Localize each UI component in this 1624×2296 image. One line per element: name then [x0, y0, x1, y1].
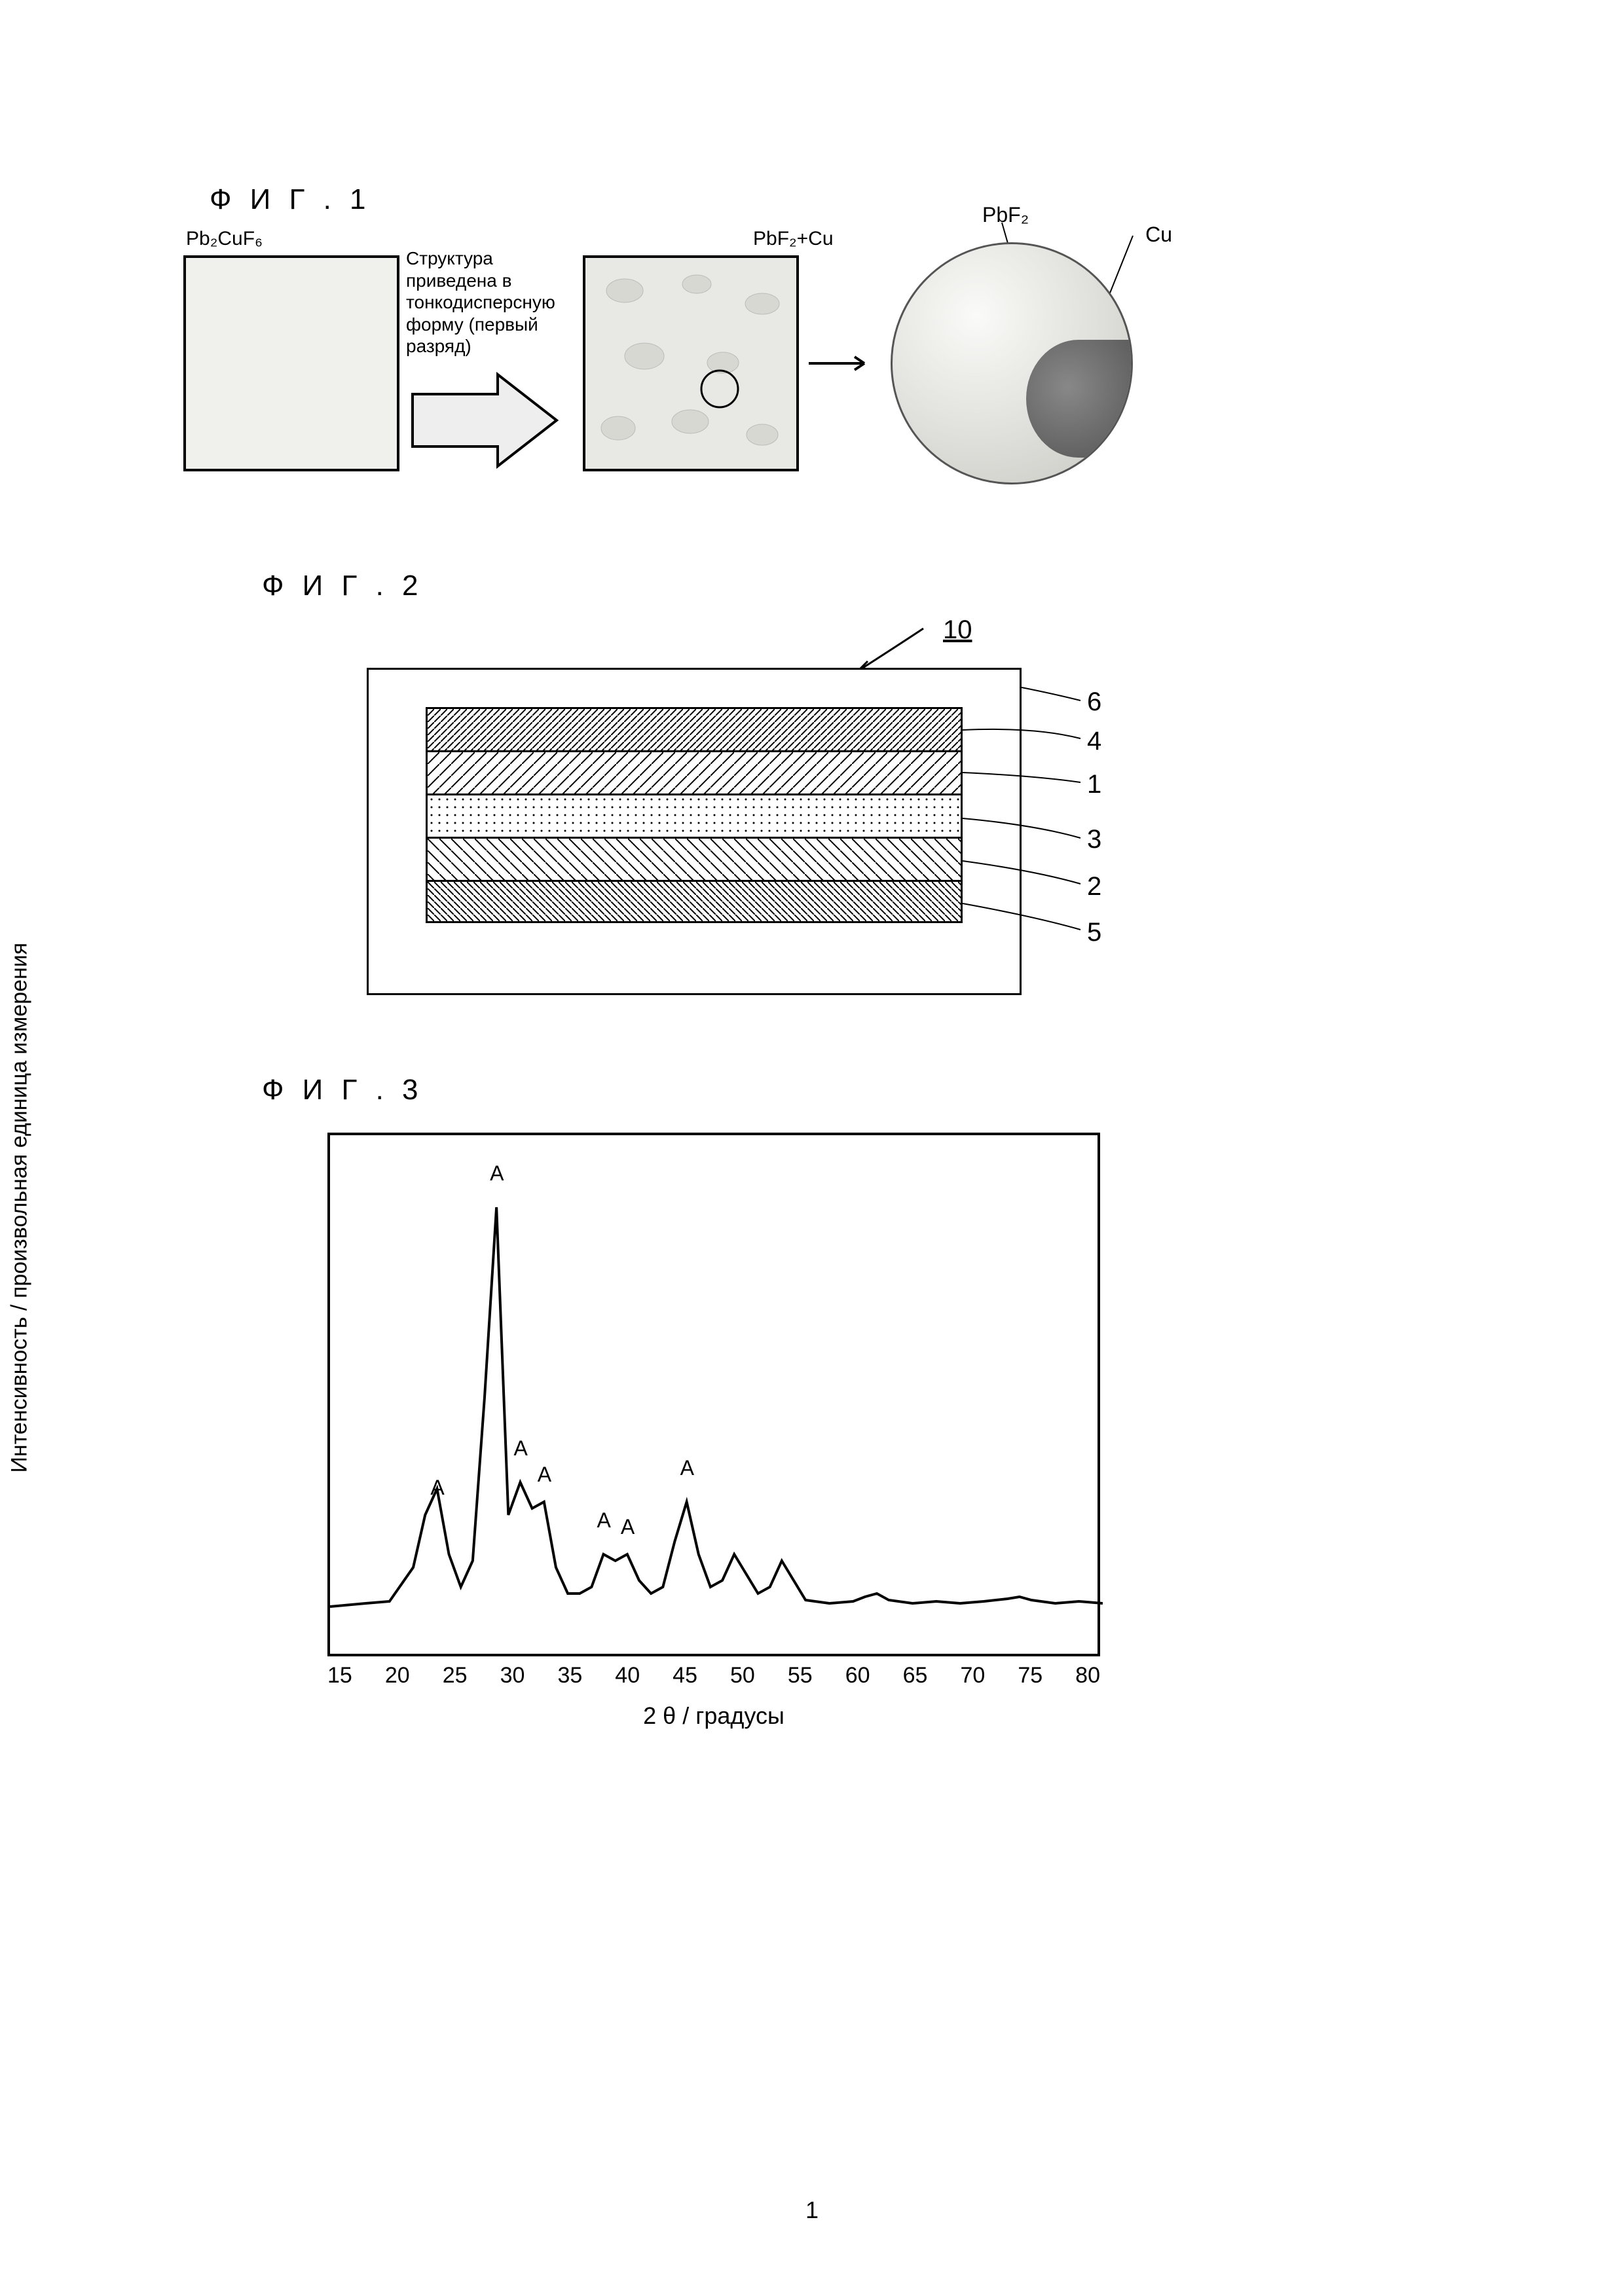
fig3-xtick: 70: [960, 1663, 985, 1688]
fig2-layer-label-1: 1: [1087, 770, 1101, 799]
fig1-row: Pb₂CuF₆ Структура приведена в тонкодиспе…: [183, 242, 1441, 484]
fig3-xtick: 45: [673, 1663, 697, 1688]
fig3-wrap: Интенсивность / произвольная единица изм…: [262, 1133, 1179, 1787]
fig2-diagram: 10 6 4 1 3 2 5: [367, 629, 1153, 995]
figure-2: Ф И Г . 2 10 6 4 1 3 2 5: [236, 570, 1441, 995]
fig3-peak-label: A: [538, 1463, 551, 1487]
fig3-peak-label: A: [680, 1456, 694, 1480]
fig3-xlabel: 2 θ / градусы: [327, 1702, 1100, 1730]
fig3-xtick: 50: [730, 1663, 755, 1688]
fig3-label: Ф И Г . 3: [262, 1074, 1441, 1106]
fig3-xtick: 55: [788, 1663, 813, 1688]
fig1-right-compound: PbF₂+Cu: [753, 228, 834, 250]
fig3-peak-label: A: [490, 1161, 504, 1186]
fig2-layer-5: [426, 880, 963, 923]
fig1-left-compound: Pb₂CuF₆: [186, 228, 263, 250]
fig2-layer-label-4: 4: [1087, 727, 1101, 756]
detail-arrow-icon: [805, 350, 884, 376]
fig2-layer-3: [426, 793, 963, 837]
fig2-layer-2: [426, 750, 963, 793]
fig3-peak-label: A: [430, 1476, 444, 1500]
fig1-sphere-wrap: PbF₂ Cu: [891, 242, 1133, 484]
fig3-xtick: 40: [615, 1663, 640, 1688]
fig3-xtick: 20: [385, 1663, 410, 1688]
fig3-xtick: 60: [845, 1663, 870, 1688]
fig3-xtick: 35: [557, 1663, 582, 1688]
fig1-label: Ф И Г . 1: [210, 183, 1441, 216]
fig2-layer-label-5: 5: [1087, 918, 1101, 947]
fig1-right-block: PbF₂+Cu: [583, 255, 799, 471]
fig1-arrow-col: Структура приведена в тонкодисперсную фо…: [406, 247, 576, 479]
figure-3: Ф И Г . 3 Интенсивность / произвольная е…: [236, 1074, 1441, 1787]
fig2-layer-label-2: 2: [1087, 872, 1101, 902]
fig2-layer-stack: [426, 707, 963, 923]
fig3-xtick: 30: [500, 1663, 525, 1688]
fig3-xtick: 15: [327, 1663, 352, 1688]
fig3-ylabel: Интенсивность / произвольная единица изм…: [7, 1015, 33, 1473]
fig2-layer-label-3: 3: [1087, 825, 1101, 854]
fig3-xtick: 75: [1018, 1663, 1043, 1688]
page-number: 1: [805, 2196, 819, 2224]
fig1-left-block: Pb₂CuF₆: [183, 255, 399, 471]
fig1-sphere-cu-region: [1026, 340, 1131, 458]
fig1-left-square: [183, 255, 399, 471]
fig3-peak-label: A: [597, 1508, 611, 1533]
fig2-layer-1: [426, 707, 963, 750]
right-arrow-icon: [406, 361, 563, 479]
fig2-layer-4: [426, 837, 963, 880]
page: Ф И Г . 1 Pb₂CuF₆ Структура приведена в …: [183, 183, 1441, 1787]
fig1-blobs: [585, 258, 799, 471]
fig1-sphere: [891, 242, 1133, 484]
figure-1: Ф И Г . 1 Pb₂CuF₆ Структура приведена в …: [183, 183, 1441, 484]
fig3-xtick: 65: [903, 1663, 928, 1688]
fig1-sphere-pbf2-label: PbF₂: [982, 203, 1029, 227]
fig3-xtick: 25: [443, 1663, 468, 1688]
fig1-arrow-text: Структура приведена в тонкодисперсную фо…: [406, 247, 576, 357]
fig3-xaxis-ticks: 15 20 25 30 35 40 45 50 55 60 65 70 75 80: [327, 1663, 1100, 1688]
fig3-xtick: 80: [1075, 1663, 1100, 1688]
fig3-peak-label: A: [621, 1515, 635, 1539]
fig3-peak-label: A: [513, 1436, 527, 1461]
fig1-right-square: [583, 255, 799, 471]
fig1-sphere-cu-label: Cu: [1145, 223, 1172, 247]
fig3-plot-area: AAAAAAA: [327, 1133, 1100, 1656]
fig2-layer-label-6: 6: [1087, 687, 1101, 717]
fig3-xrd-curve: [330, 1135, 1103, 1659]
fig2-label: Ф И Г . 2: [262, 570, 1441, 602]
